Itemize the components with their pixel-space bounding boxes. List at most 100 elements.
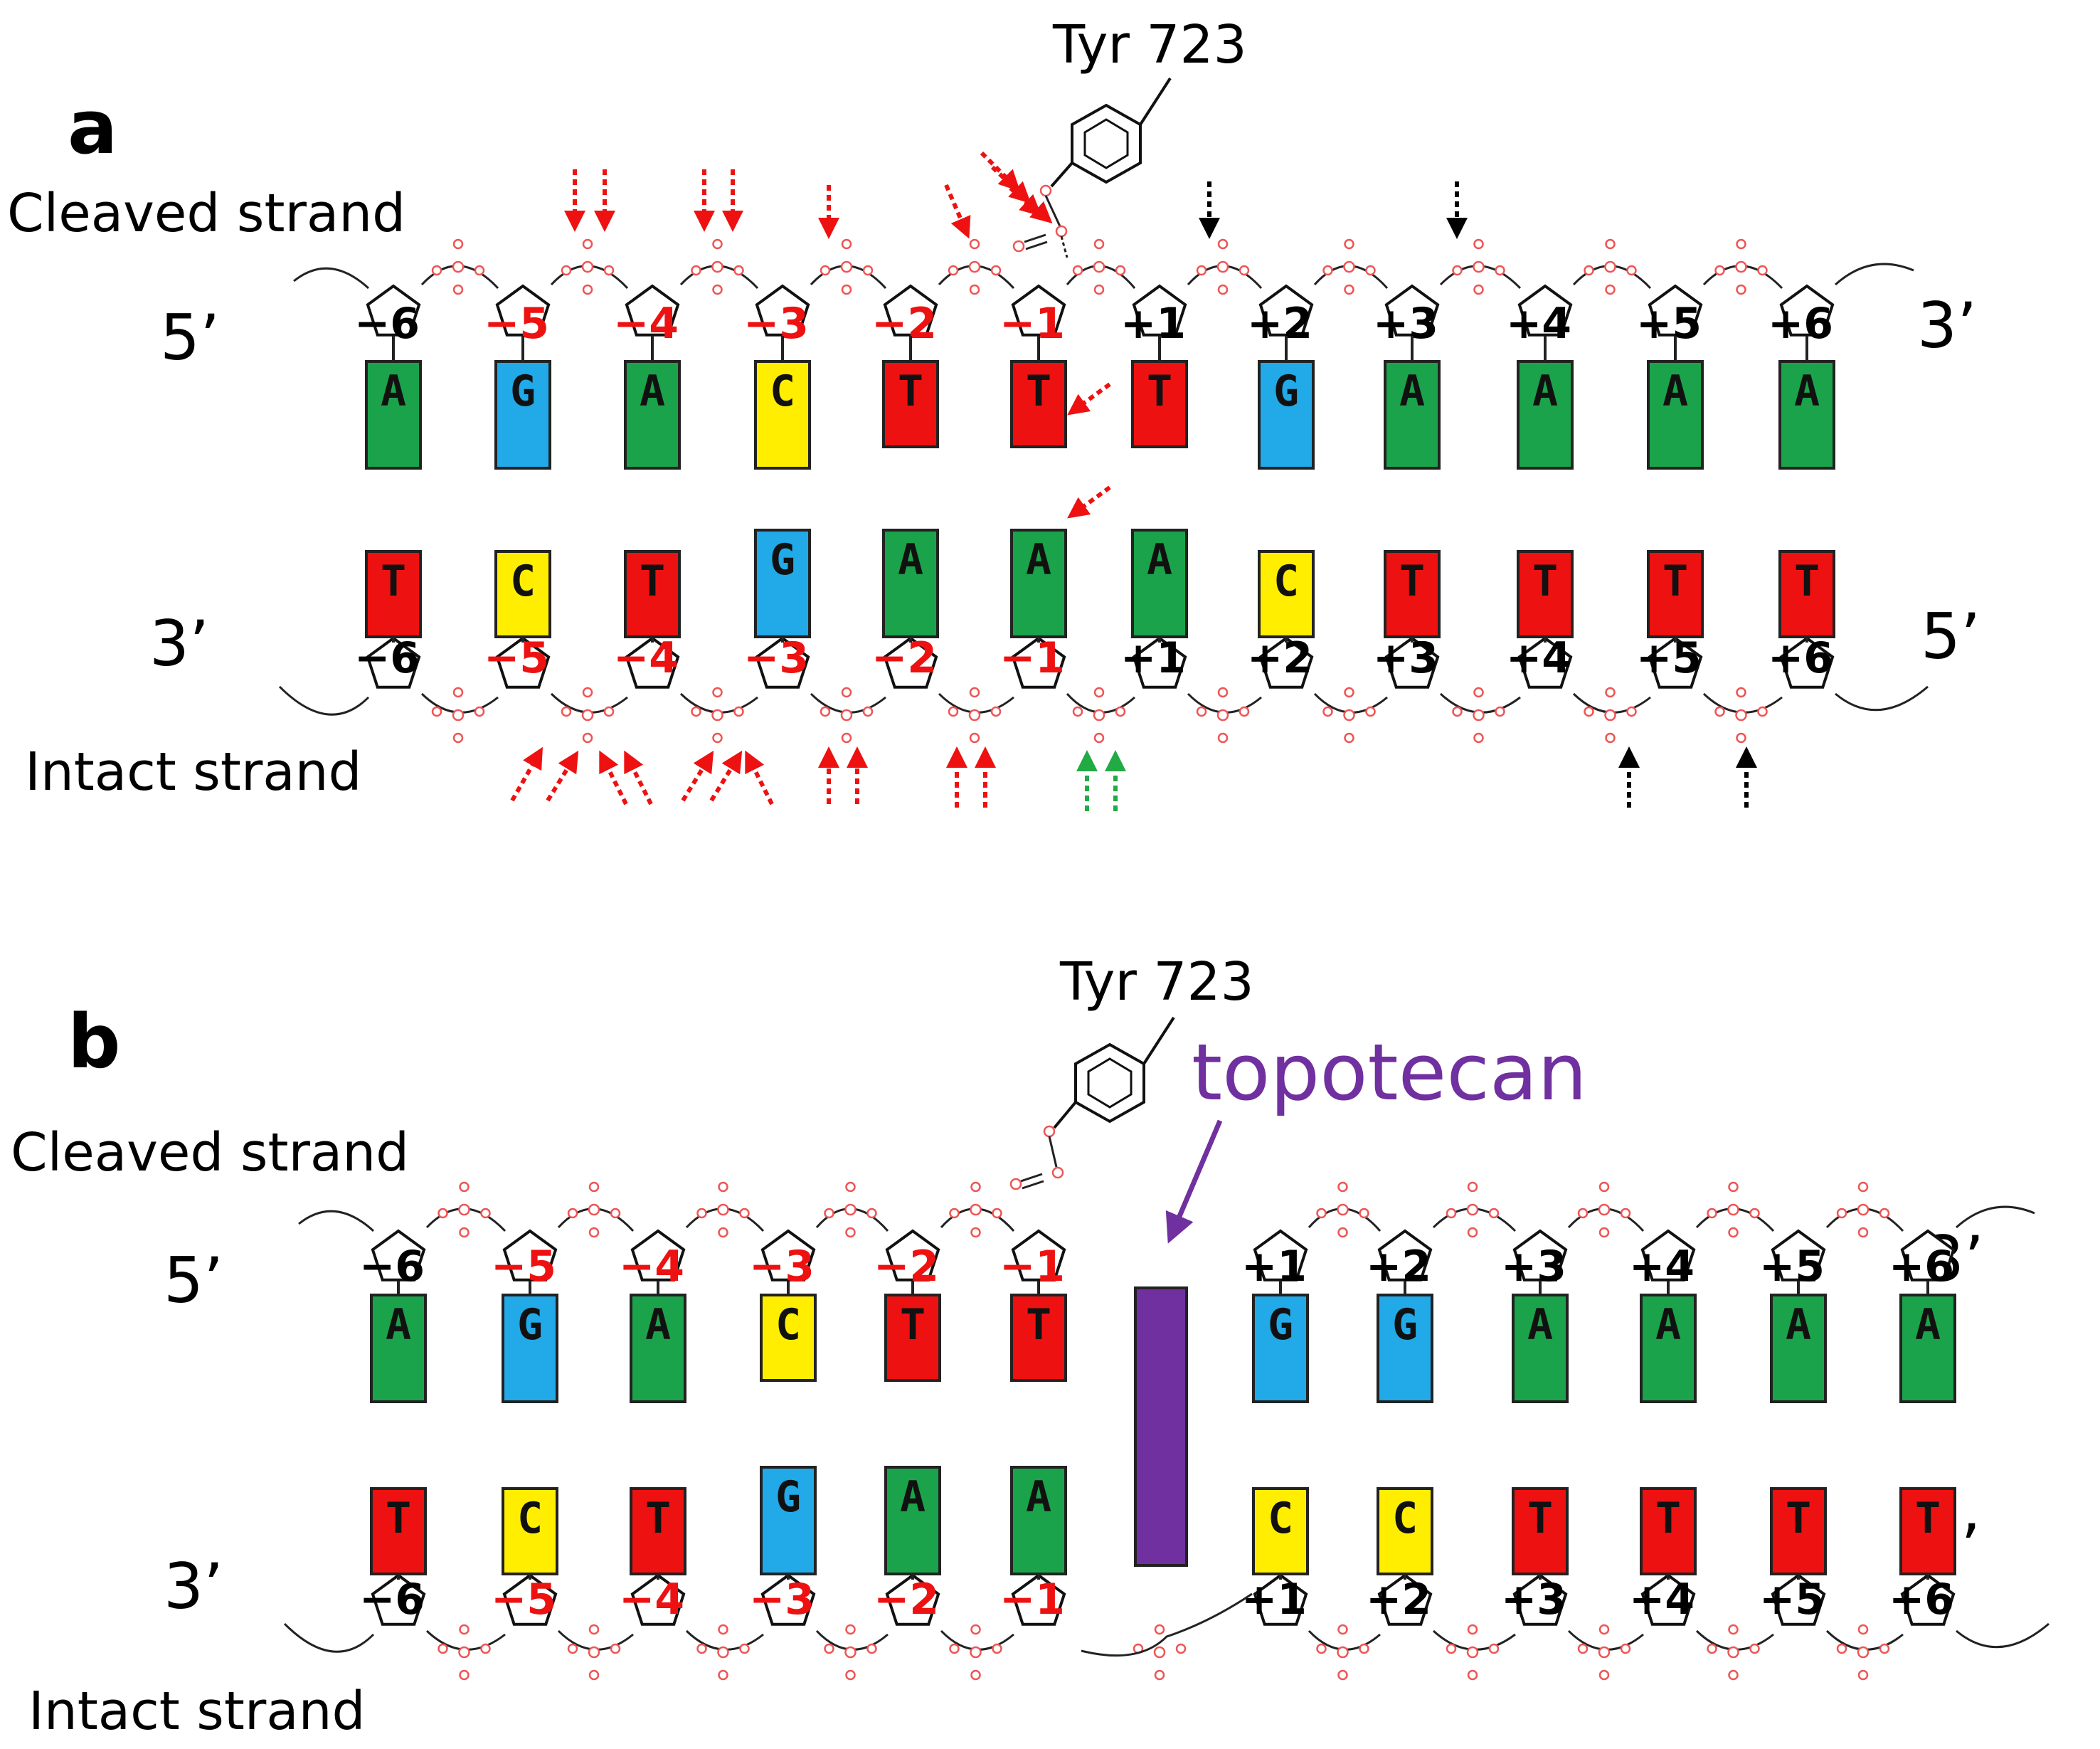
top-position-label: −6 — [359, 1242, 425, 1291]
bottom-base-letter: T — [1527, 1494, 1553, 1543]
bottom-phosphate — [696, 1624, 750, 1681]
bottom-sugar-ring — [760, 1573, 816, 1626]
top-base-letter: A — [1662, 366, 1688, 416]
bottom-phosphate — [1196, 687, 1250, 744]
bottom-sugar-ring — [502, 1573, 558, 1626]
top-sugar-ring — [1512, 1229, 1568, 1282]
cleavage-arrow — [599, 750, 628, 805]
topotecan-arrow — [1165, 1119, 1223, 1244]
bottom-sugar-ring — [625, 636, 680, 689]
top-base-A — [1770, 1294, 1827, 1403]
bottom-position-label: +5 — [1759, 1575, 1825, 1624]
top-position-label: −5 — [484, 299, 549, 349]
top-sugar-ring — [1779, 284, 1835, 337]
panel-a-bottom-3prime: 3’ — [149, 607, 209, 680]
top-phosphate — [1316, 1181, 1369, 1238]
bottom-position-label: −5 — [491, 1575, 556, 1624]
top-phosphate — [1707, 1181, 1760, 1238]
top-position-label: +3 — [1373, 299, 1438, 349]
top-phosphate — [561, 238, 615, 295]
bottom-base-T — [1647, 550, 1704, 638]
bottom-base-letter: T — [645, 1494, 671, 1543]
top-sugar-ring — [1377, 1229, 1433, 1282]
cleavage-arrow — [624, 750, 653, 805]
top-base-letter: A — [1532, 366, 1558, 416]
bottom-position-label: +1 — [1241, 1575, 1307, 1624]
bottom-sugar-ring — [755, 636, 810, 689]
top-base-T — [1010, 360, 1067, 448]
bottom-3prime-cap — [283, 1622, 375, 1653]
top-base-letter: A — [1794, 366, 1820, 416]
bottom-position-label: −2 — [871, 633, 937, 683]
panel-b-cleaved-strand-label: Cleaved strand — [11, 1122, 409, 1183]
panel-b: b Cleaved strand Intact strand Tyr 723 5… — [11, 951, 2049, 1742]
top-base-A — [1647, 360, 1704, 470]
top-phosphate — [1322, 238, 1376, 295]
bottom-phosphate — [691, 687, 744, 744]
top-sugar-ring — [1517, 284, 1573, 337]
top-sugar-ring — [885, 1229, 940, 1282]
bottom-sugar-ring — [630, 1573, 686, 1626]
top-base-letter: A — [381, 366, 406, 416]
bottom-phosphate — [431, 687, 485, 744]
cleavage-arrow — [510, 746, 543, 802]
top-sugar-ring — [1640, 1229, 1696, 1282]
top-sugar-ring — [366, 284, 421, 337]
bottom-base-letter: A — [1026, 535, 1051, 585]
top-position-label: −1 — [999, 299, 1065, 349]
top-base-A — [1512, 1294, 1569, 1403]
top-base-letter: A — [1915, 1300, 1941, 1350]
bottom-base-letter: A — [900, 1472, 926, 1522]
top-phosphate — [1452, 238, 1505, 295]
panel-b-top-5prime: 5’ — [164, 1244, 223, 1317]
top-sugar-ring — [1900, 1229, 1956, 1282]
bottom-base-T — [1770, 1487, 1827, 1575]
bottom-position-label: −6 — [359, 1575, 425, 1624]
bottom-phosphate — [567, 1624, 621, 1681]
top-base-G — [1252, 1294, 1309, 1403]
bottom-phosphate — [1584, 687, 1637, 744]
bottom-position-label: −2 — [874, 1575, 939, 1624]
bottom-phosphate — [949, 1624, 1002, 1681]
bottom-position-label: +6 — [1768, 633, 1833, 683]
top-base-A — [1899, 1294, 1956, 1403]
panel-a-bottom-5prime: 5’ — [1921, 600, 1980, 673]
top-position-label: +1 — [1120, 299, 1186, 349]
bottom-phosphate — [948, 687, 1002, 744]
top-base-A — [365, 360, 422, 470]
bottom-base-letter: G — [770, 535, 795, 585]
top-position-label: −6 — [354, 299, 420, 349]
top-3prime-cap — [1834, 263, 1914, 286]
bottom-base-letter: A — [1147, 535, 1172, 585]
top-base-letter: G — [517, 1300, 543, 1350]
cleavage-arrow — [745, 750, 774, 805]
top-sugar-ring — [1132, 284, 1187, 337]
top-base-letter: A — [1527, 1300, 1553, 1350]
panel-b-intact-strand-label: Intact strand — [28, 1681, 366, 1742]
top-base-A — [1517, 360, 1574, 470]
bottom-phosphate — [1322, 687, 1376, 744]
panel-a-top-3prime: 3’ — [1917, 289, 1977, 362]
top-phosphate — [824, 1181, 877, 1238]
top-sugar-ring — [630, 1229, 686, 1282]
bottom-base-letter: T — [1532, 556, 1558, 606]
top-base-letter: T — [1147, 366, 1172, 416]
top-base-letter: A — [1786, 1300, 1811, 1350]
bottom-sugar-ring — [1258, 636, 1314, 689]
top-base-letter: G — [1392, 1300, 1418, 1350]
top-sugar-ring — [1011, 1229, 1066, 1282]
top-base-letter: A — [1399, 366, 1425, 416]
top-position-label: +6 — [1768, 299, 1833, 349]
top-base-letter: A — [645, 1300, 671, 1350]
top-base-letter: A — [640, 366, 665, 416]
bottom-base-letter: T — [1662, 556, 1688, 606]
top-base-C — [760, 1294, 817, 1382]
bottom-phosphate — [1577, 1624, 1631, 1681]
top-base-T — [1131, 360, 1188, 448]
top-sugar-ring — [495, 284, 551, 337]
top-base-letter: A — [386, 1300, 411, 1350]
panel-a-tyrosine-label: Tyr 723 — [1052, 14, 1247, 75]
top-base-T — [882, 360, 939, 448]
bottom-position-label: +4 — [1629, 1575, 1695, 1624]
top-sugar-ring — [1384, 284, 1440, 337]
